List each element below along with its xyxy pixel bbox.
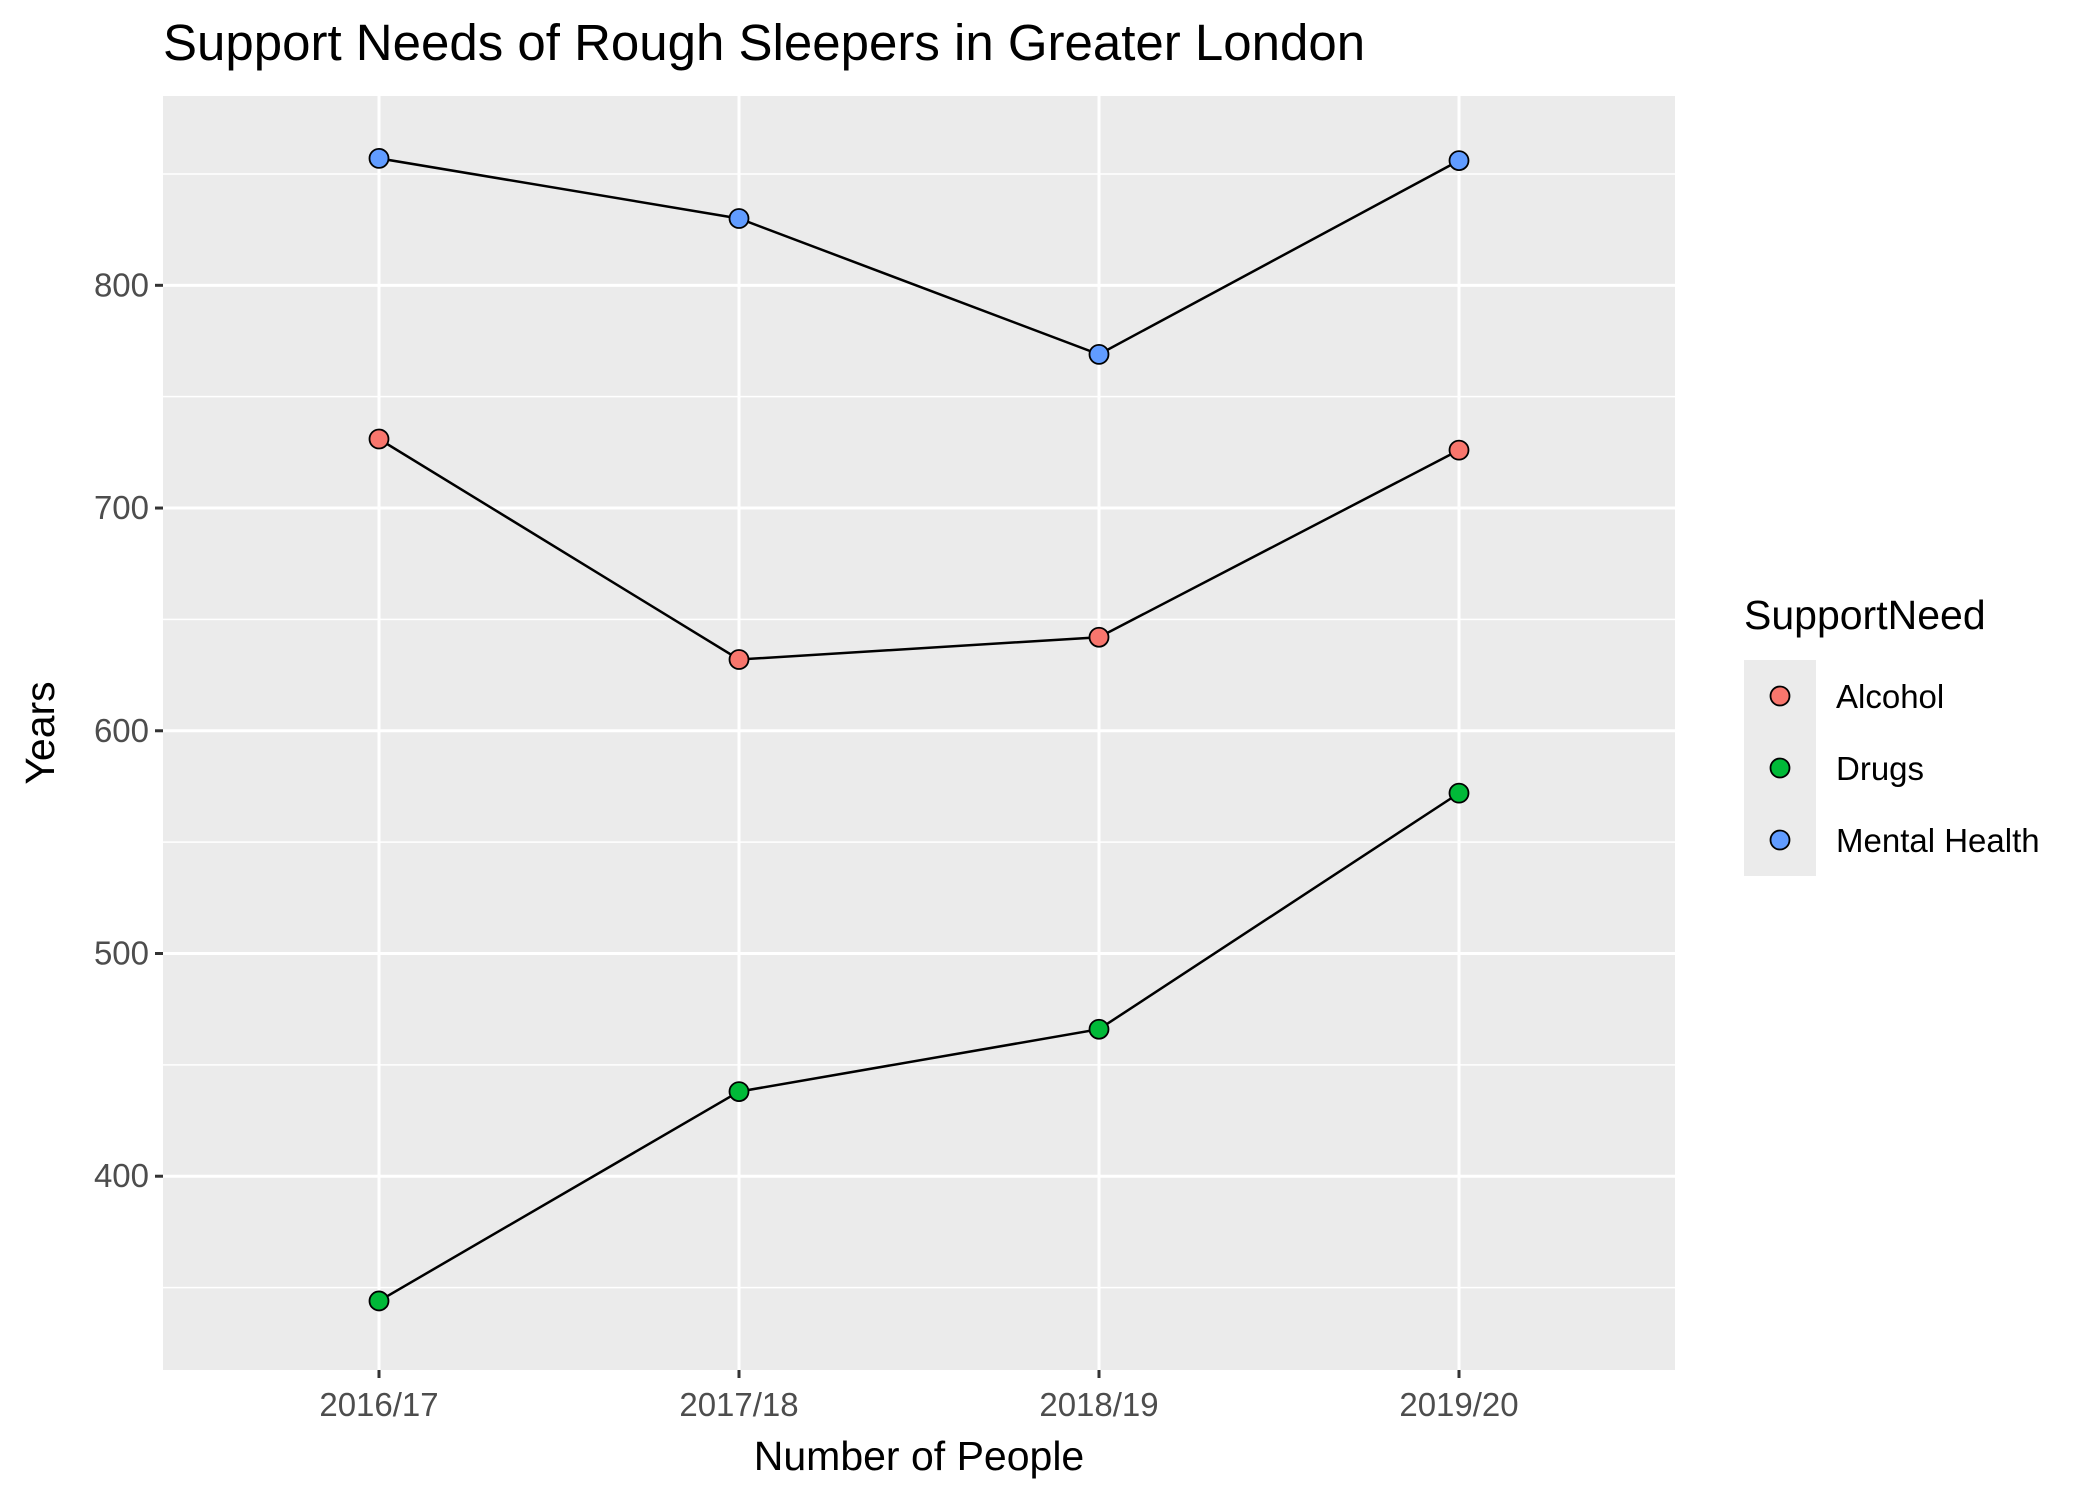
legend-label-alcohol: Alcohol	[1836, 678, 1944, 715]
data-point-drugs	[368, 1290, 390, 1312]
minor-gridlines	[163, 173, 1675, 1289]
legend-label-drugs: Drugs	[1836, 750, 1924, 787]
legend-label-mental-health: Mental Health	[1836, 822, 2040, 859]
series-points	[368, 147, 1470, 1312]
x-tick-label: 2019/20	[1399, 1386, 1518, 1423]
data-point-drugs	[1448, 782, 1470, 804]
data-point-mental-health	[728, 208, 750, 229]
y-tick-label: 400	[94, 1157, 149, 1194]
data-point-alcohol	[728, 649, 750, 670]
series-line-alcohol	[378, 437, 1460, 661]
x-axis-title: Number of People	[754, 1433, 1084, 1479]
data-point-drugs	[1088, 1018, 1110, 1040]
data-point-mental-health	[1448, 150, 1470, 171]
series-lines	[378, 157, 1460, 1303]
y-tick-label: 500	[94, 935, 149, 972]
y-tick-label: 600	[94, 712, 149, 749]
data-point-alcohol	[1088, 626, 1110, 648]
x-tick-label: 2018/19	[1039, 1386, 1158, 1423]
x-axis: 2016/17 2017/18 2018/19 2019/20	[319, 1370, 1519, 1423]
series-line-mental-health	[378, 157, 1460, 356]
series-line-drugs	[378, 792, 1460, 1303]
plot-panel	[163, 96, 1675, 1370]
data-point-mental-health	[1088, 343, 1110, 365]
legend-key-drugs	[1769, 757, 1791, 779]
legend-key-mental-health	[1769, 829, 1791, 851]
legend-items: Alcohol Drugs Mental Health	[1769, 678, 2040, 859]
data-point-mental-health	[368, 147, 390, 169]
y-tick-label: 800	[94, 266, 149, 303]
data-point-alcohol	[368, 428, 390, 450]
chart-title: Support Needs of Rough Sleepers in Great…	[163, 14, 1365, 71]
legend-title: SupportNeed	[1744, 592, 1986, 638]
x-tick-label: 2017/18	[679, 1386, 798, 1423]
legend-key-alcohol	[1769, 685, 1791, 707]
y-tick-label: 700	[94, 489, 149, 526]
data-point-alcohol	[1448, 439, 1470, 461]
legend: SupportNeed Alcohol Drugs Mental Health	[1744, 592, 2040, 876]
y-axis: 400 500 600 700 800	[94, 266, 163, 1194]
x-tick-label: 2016/17	[319, 1386, 438, 1423]
y-axis-title: Years	[17, 681, 63, 784]
data-point-drugs	[728, 1081, 750, 1102]
